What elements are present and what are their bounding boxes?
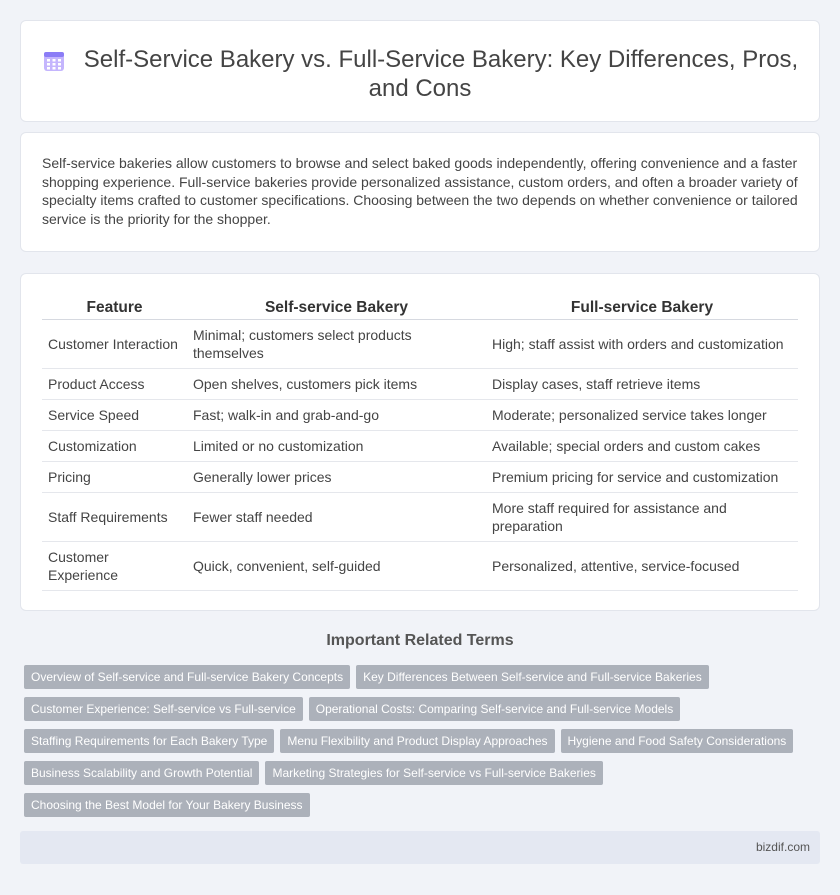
table-cell: Premium pricing for service and customiz… (486, 462, 798, 493)
intro-card: Self-service bakeries allow customers to… (20, 132, 820, 252)
related-term-tag[interactable]: Choosing the Best Model for Your Bakery … (24, 793, 310, 817)
table-row: Staff Requirements Fewer staff needed Mo… (42, 493, 798, 542)
table-row: Customer Experience Quick, convenient, s… (42, 542, 798, 591)
related-term-tag[interactable]: Business Scalability and Growth Potentia… (24, 761, 260, 785)
table-cell: Quick, convenient, self-guided (187, 542, 486, 591)
table-row: Service Speed Fast; walk-in and grab-and… (42, 400, 798, 431)
related-terms-heading: Important Related Terms (326, 632, 514, 649)
table-cell: Display cases, staff retrieve items (486, 369, 798, 400)
table-cell: Fast; walk-in and grab-and-go (187, 400, 486, 431)
tag-row: Overview of Self-service and Full-servic… (24, 665, 715, 689)
comparison-card: Feature Self-service Bakery Full-service… (20, 273, 820, 611)
table-cell: Fewer staff needed (187, 493, 486, 542)
table-cell: Personalized, attentive, service-focused (486, 542, 798, 591)
footer-site-link[interactable]: bizdif.com (755, 840, 810, 854)
table-cell: Open shelves, customers pick items (187, 369, 486, 400)
tag-row: Customer Experience: Self-service vs Ful… (24, 697, 686, 721)
table-row: Product Access Open shelves, customers p… (42, 369, 798, 400)
page-title: Self-Service Bakery vs. Full-Service Bak… (83, 46, 799, 102)
table-row: Customization Limited or no customizatio… (42, 431, 798, 462)
table-cell: More staff required for assistance and p… (486, 493, 798, 542)
table-cell: Available; special orders and custom cak… (486, 431, 798, 462)
calendar-grid-icon (43, 52, 64, 71)
related-term-tag[interactable]: Staffing Requirements for Each Bakery Ty… (24, 729, 275, 753)
related-term-tag[interactable]: Overview of Self-service and Full-servic… (24, 665, 351, 689)
intro-paragraph: Self-service bakeries allow customers to… (42, 155, 798, 227)
title-card: Self-Service Bakery vs. Full-Service Bak… (20, 20, 820, 122)
table-cell: Product Access (42, 369, 187, 400)
related-term-tag[interactable]: Customer Experience: Self-service vs Ful… (24, 697, 303, 721)
tag-row: Staffing Requirements for Each Bakery Ty… (24, 729, 799, 753)
related-term-tag[interactable]: Key Differences Between Self-service and… (356, 665, 709, 689)
table-cell: Moderate; personalized service takes lon… (486, 400, 798, 431)
comparison-table: Feature Self-service Bakery Full-service… (42, 294, 798, 591)
related-term-tag[interactable]: Marketing Strategies for Self-service vs… (265, 761, 603, 785)
table-cell: Generally lower prices (187, 462, 486, 493)
table-cell: Customer Experience (42, 542, 187, 591)
table-row: Pricing Generally lower prices Premium p… (42, 462, 798, 493)
related-term-tag[interactable]: Menu Flexibility and Product Display App… (280, 729, 555, 753)
table-row: Customer Interaction Minimal; customers … (42, 320, 798, 369)
footer: bizdif.com (20, 831, 820, 864)
tag-row: Choosing the Best Model for Your Bakery … (24, 793, 316, 817)
table-cell: Minimal; customers select products thems… (187, 320, 486, 369)
tag-row: Business Scalability and Growth Potentia… (24, 761, 609, 785)
related-term-tag[interactable]: Operational Costs: Comparing Self-servic… (308, 697, 681, 721)
column-header-self-service: Self-service Bakery (187, 294, 486, 320)
column-header-feature: Feature (42, 294, 187, 320)
table-cell: Limited or no customization (187, 431, 486, 462)
table-cell: High; staff assist with orders and custo… (486, 320, 798, 369)
table-cell: Customer Interaction (42, 320, 187, 369)
table-cell: Staff Requirements (42, 493, 187, 542)
table-header-row: Feature Self-service Bakery Full-service… (42, 294, 798, 320)
table-cell: Customization (42, 431, 187, 462)
table-cell: Service Speed (42, 400, 187, 431)
table-cell: Pricing (42, 462, 187, 493)
related-term-tag[interactable]: Hygiene and Food Safety Considerations (560, 729, 794, 753)
column-header-full-service: Full-service Bakery (486, 294, 798, 320)
